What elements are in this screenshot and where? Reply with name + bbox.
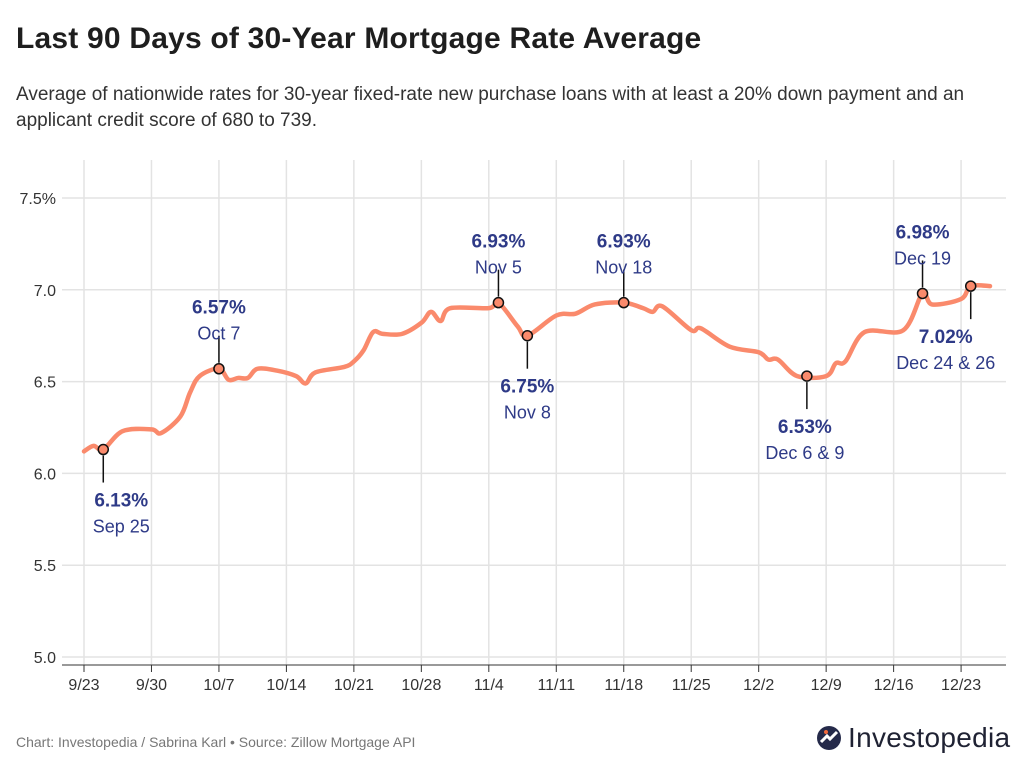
annotation-date: Sep 25 (93, 517, 150, 537)
x-tick-label: 10/14 (266, 677, 306, 694)
annotation-date: Nov 8 (504, 403, 551, 423)
x-tick-label: 10/7 (203, 677, 234, 694)
annotation-value: 6.93% (472, 232, 526, 253)
annotation-date: Dec 24 & 26 (896, 353, 995, 373)
annotation-value: 6.98% (896, 222, 950, 243)
annotation-marker (521, 329, 534, 342)
annotation-marker (916, 287, 929, 300)
annotation-marker (964, 280, 977, 292)
x-tick-label: 12/16 (874, 677, 914, 694)
annotation-date: Nov 5 (475, 258, 522, 278)
annotation-nov-5: 6.93% Nov 5 (472, 232, 526, 309)
annotation-marker (213, 362, 225, 375)
chart-title: Last 90 Days of 30-Year Mortgage Rate Av… (16, 22, 702, 55)
annotation-sep-25: 6.13% Sep 25 (93, 443, 150, 537)
annotation-value: 6.57% (192, 298, 246, 319)
x-tick-label: 11/4 (474, 677, 504, 694)
annotation-value: 6.93% (597, 232, 651, 253)
annotation-date: Dec 6 & 9 (765, 443, 844, 463)
annotation-nov-8: 6.75% Nov 8 (500, 329, 554, 423)
investopedia-logo-text: Investopedia (848, 722, 1011, 753)
x-tick-label: 10/28 (401, 677, 441, 694)
investopedia-logo-icon (817, 726, 841, 750)
annotation-date: Dec 19 (894, 248, 951, 268)
annotation-dec-6-9: 6.53% Dec 6 & 9 (765, 370, 844, 463)
annotation-value: 6.53% (778, 417, 832, 438)
x-tick-label: 9/23 (68, 677, 99, 694)
x-tick-label: 10/21 (334, 677, 374, 694)
x-tick-label: 9/30 (136, 677, 167, 694)
x-tick-label: 11/11 (537, 677, 575, 694)
annotation-dec-19: 6.98% Dec 19 (894, 222, 951, 300)
annotation-marker (617, 296, 630, 309)
annotation-nov-18: 6.93% Nov 18 (595, 232, 652, 309)
x-tick-label: 11/25 (672, 677, 711, 694)
y-tick-label: 7.0 (34, 283, 56, 300)
annotation-marker (492, 296, 505, 309)
x-tick-label: 12/23 (941, 677, 981, 694)
annotation-date: Oct 7 (197, 324, 240, 344)
annotation-marker (97, 443, 110, 456)
annotation-marker (801, 370, 813, 382)
y-tick-label: 5.0 (34, 650, 56, 667)
annotation-dec-24-26: 7.02% Dec 24 & 26 (896, 280, 995, 373)
annotation-oct-7: 6.57% Oct 7 (192, 298, 246, 375)
y-tick-label: 5.5 (34, 558, 56, 575)
x-tick-label: 12/2 (743, 677, 774, 694)
x-tick-label: 12/9 (811, 677, 842, 694)
y-tick-label: 6.0 (34, 466, 56, 483)
investopedia-logo: Investopedia (816, 722, 1010, 754)
annotation-date: Nov 18 (595, 258, 652, 278)
chart-subtitle: Average of nationwide rates for 30-year … (16, 84, 965, 131)
x-tick-label: 11/18 (604, 677, 643, 694)
annotation-value: 6.75% (500, 377, 554, 398)
annotation-value: 7.02% (919, 327, 973, 348)
chart-credit: Chart: Investopedia / Sabrina Karl • Sou… (16, 734, 416, 750)
y-tick-label: 7.5% (20, 191, 56, 208)
y-tick-label: 6.5 (34, 375, 56, 392)
annotation-value: 6.13% (94, 491, 148, 512)
